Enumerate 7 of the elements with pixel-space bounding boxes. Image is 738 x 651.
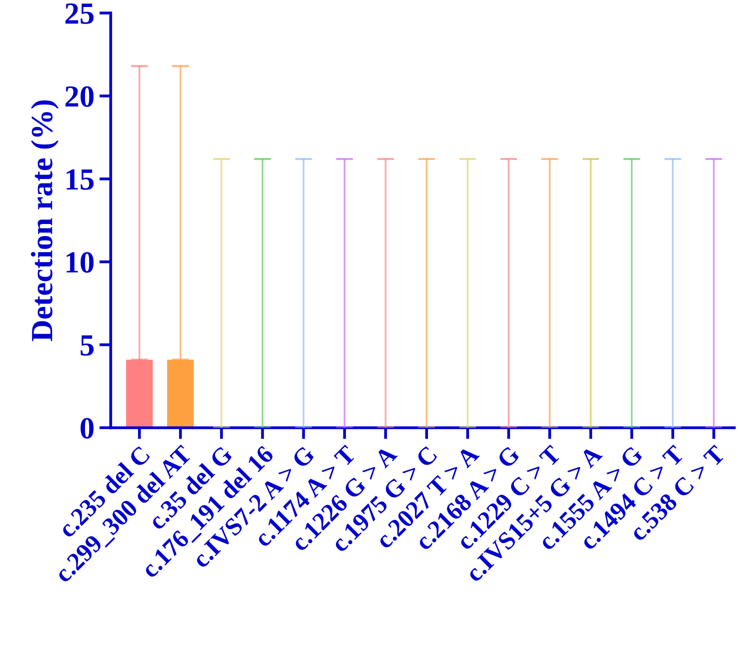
y-tick-label: 0 [80,418,94,439]
y-tick-label: 10 [66,252,94,273]
y-tick-label: 15 [66,169,94,190]
y-tick-label: 5 [80,335,94,356]
y-tick-label: 20 [65,86,94,107]
y-tick-label: 25 [65,3,94,24]
y-axis-title: Detection rate (%) [30,100,59,342]
